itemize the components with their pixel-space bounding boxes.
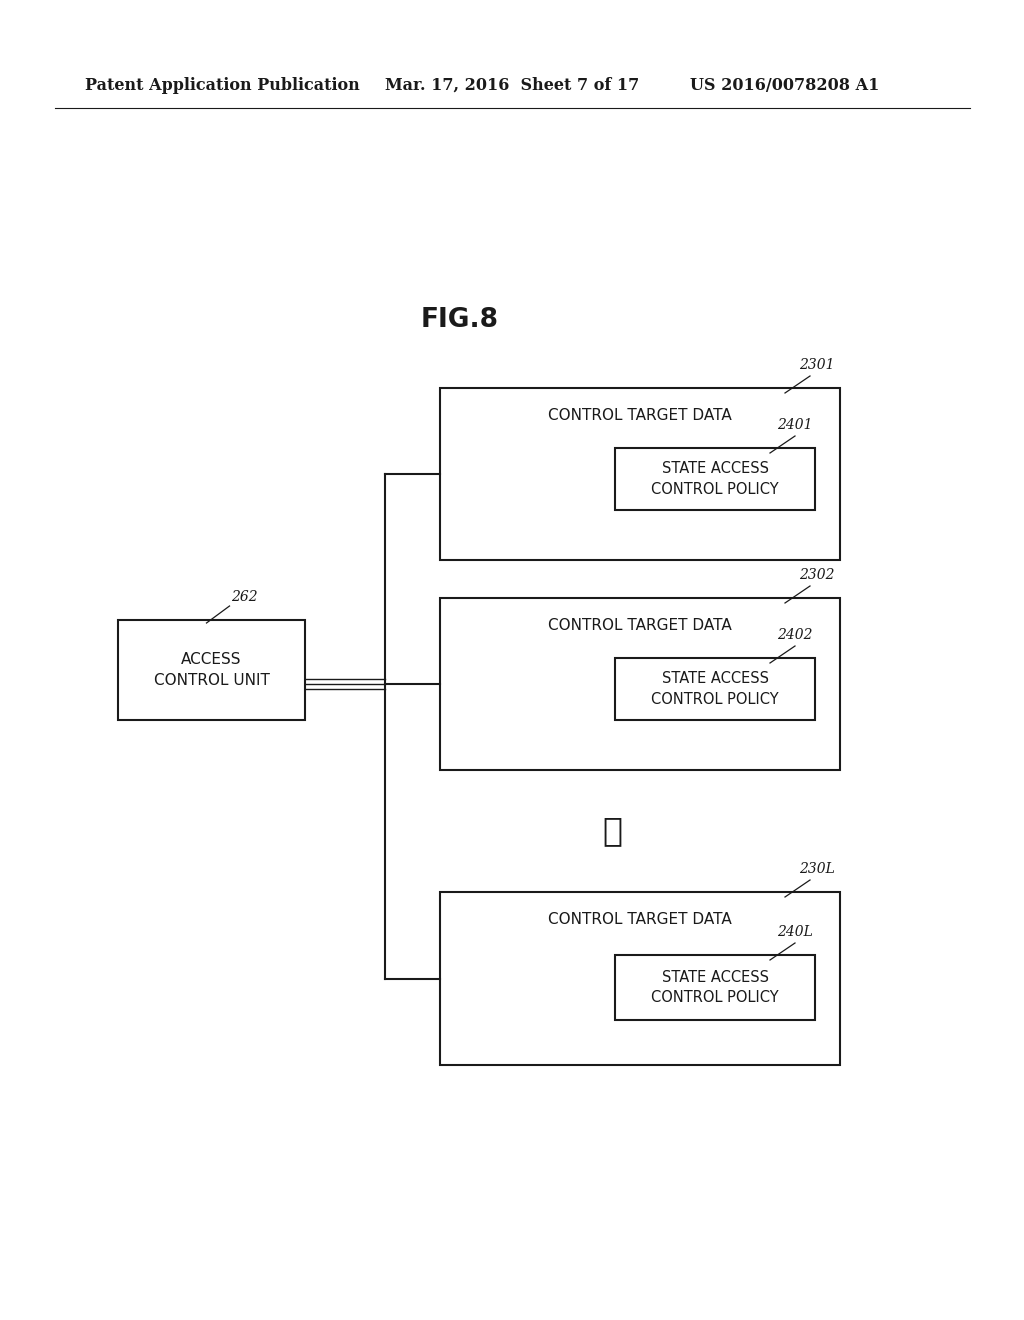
- Bar: [440, 598, 840, 770]
- Text: ACCESS
CONTROL UNIT: ACCESS CONTROL UNIT: [154, 652, 269, 688]
- Text: STATE ACCESS
CONTROL POLICY: STATE ACCESS CONTROL POLICY: [651, 461, 779, 498]
- Text: Patent Application Publication: Patent Application Publication: [85, 77, 359, 94]
- Text: FIG.8: FIG.8: [421, 308, 499, 333]
- Text: US 2016/0078208 A1: US 2016/0078208 A1: [690, 77, 880, 94]
- Text: ⋮: ⋮: [602, 814, 623, 847]
- Text: 2401: 2401: [777, 418, 813, 432]
- Text: 262: 262: [231, 590, 258, 605]
- Bar: [615, 657, 815, 719]
- Bar: [615, 447, 815, 510]
- Text: 230L: 230L: [799, 862, 835, 876]
- Bar: [118, 620, 305, 719]
- Text: 2402: 2402: [777, 628, 813, 642]
- Text: 2301: 2301: [800, 358, 835, 372]
- Text: CONTROL TARGET DATA: CONTROL TARGET DATA: [548, 619, 732, 634]
- Text: 240L: 240L: [777, 925, 813, 939]
- Text: STATE ACCESS
CONTROL POLICY: STATE ACCESS CONTROL POLICY: [651, 969, 779, 1006]
- Text: CONTROL TARGET DATA: CONTROL TARGET DATA: [548, 912, 732, 928]
- Bar: [440, 892, 840, 1065]
- Text: Mar. 17, 2016  Sheet 7 of 17: Mar. 17, 2016 Sheet 7 of 17: [385, 77, 639, 94]
- Bar: [440, 388, 840, 560]
- Text: STATE ACCESS
CONTROL POLICY: STATE ACCESS CONTROL POLICY: [651, 671, 779, 708]
- Bar: [615, 954, 815, 1020]
- Text: CONTROL TARGET DATA: CONTROL TARGET DATA: [548, 408, 732, 424]
- Text: 2302: 2302: [800, 568, 835, 582]
